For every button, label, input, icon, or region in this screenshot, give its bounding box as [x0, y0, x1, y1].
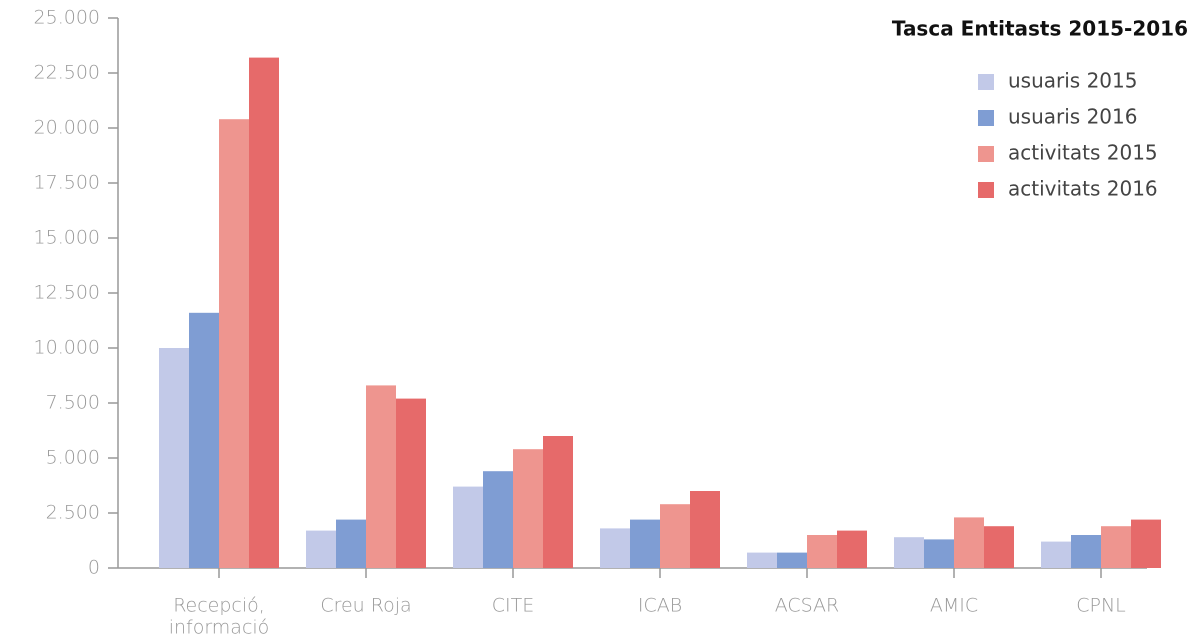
bar [807, 535, 837, 568]
bar [837, 530, 867, 568]
legend-swatch [978, 110, 994, 126]
y-tick-label: 25.000 [34, 7, 100, 29]
bar [1041, 541, 1071, 568]
bar [777, 552, 807, 568]
x-tick-label: CITE [492, 595, 534, 617]
x-tick-label: informació [169, 617, 270, 639]
bar [513, 449, 543, 568]
bar [630, 519, 660, 568]
legend-label: usuaris 2016 [1008, 105, 1137, 129]
legend-label: usuaris 2015 [1008, 69, 1137, 93]
bar [219, 119, 249, 568]
bar [306, 530, 336, 568]
y-tick-label: 12.500 [34, 282, 100, 304]
bar [159, 348, 189, 568]
y-tick-label: 22.500 [34, 62, 100, 84]
legend-swatch [978, 146, 994, 162]
legend-label: activitats 2016 [1008, 177, 1158, 201]
bar [924, 539, 954, 568]
chart-title: Tasca Entitasts 2015-2016 [892, 17, 1188, 41]
legend-swatch [978, 182, 994, 198]
bar [1101, 526, 1131, 568]
bar [894, 537, 924, 568]
bar [600, 528, 630, 568]
x-tick-label: Creu Roja [320, 595, 411, 617]
bar [396, 398, 426, 568]
bar [660, 504, 690, 568]
bar [954, 517, 984, 568]
legend-label: activitats 2015 [1008, 141, 1158, 165]
bar [1071, 535, 1101, 568]
legend-swatch [978, 74, 994, 90]
y-tick-label: 7.500 [46, 392, 100, 414]
y-tick-label: 10.000 [34, 337, 100, 359]
x-tick-label: CPNL [1076, 595, 1126, 617]
y-tick-label: 2.500 [46, 502, 100, 524]
y-tick-label: 0 [88, 557, 100, 579]
x-tick-label: ICAB [638, 595, 682, 617]
bar [336, 519, 366, 568]
y-tick-label: 20.000 [34, 117, 100, 139]
y-tick-label: 15.000 [34, 227, 100, 249]
bar [690, 491, 720, 568]
x-tick-label: ACSAR [775, 595, 840, 617]
bar [453, 486, 483, 568]
bar [366, 385, 396, 568]
bar [189, 312, 219, 568]
y-tick-label: 17.500 [34, 172, 100, 194]
x-tick-label: AMIC [930, 595, 978, 617]
x-tick-label: Recepció, [173, 595, 265, 617]
bar [249, 57, 279, 568]
bar [543, 436, 573, 568]
bar [747, 552, 777, 568]
bar [984, 526, 1014, 568]
bar [1131, 519, 1161, 568]
bar [483, 471, 513, 568]
y-tick-label: 5.000 [46, 447, 100, 469]
